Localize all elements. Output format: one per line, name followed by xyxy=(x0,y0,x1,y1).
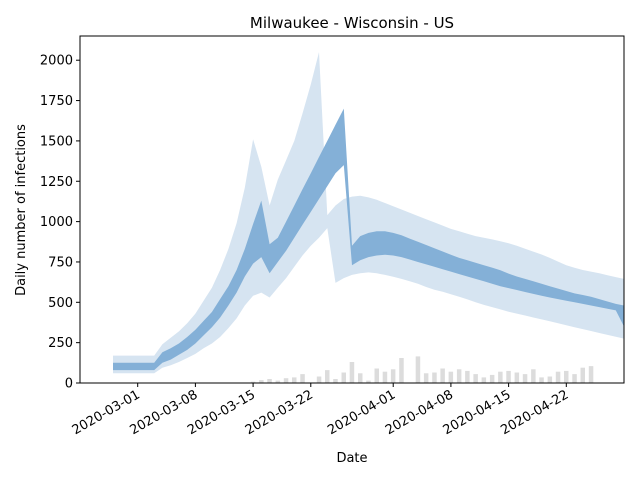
observed-bar xyxy=(382,371,388,383)
observed-bar xyxy=(374,368,379,383)
observed-bar xyxy=(325,370,330,383)
observed-bar xyxy=(547,376,553,383)
observed-bar xyxy=(564,370,569,383)
observed-bar xyxy=(514,372,520,383)
observed-bar xyxy=(341,372,346,383)
y-axis: 0 250 500 750 1000 1250 1500 1750 2000 xyxy=(40,54,80,392)
x-axis-title: Date xyxy=(336,451,367,466)
plot-frame xyxy=(79,35,625,384)
observed-bar xyxy=(423,373,429,383)
observed-bar xyxy=(358,373,363,383)
observed-bar xyxy=(250,381,256,383)
observed-bar xyxy=(448,371,454,383)
y-axis-title: Daily number of infections xyxy=(14,124,29,296)
y-tick-label: 1750 xyxy=(40,94,73,109)
observed-bar xyxy=(539,377,544,383)
y-tick-label: 250 xyxy=(48,336,73,351)
observed-bar xyxy=(473,374,478,383)
observed-bar xyxy=(531,369,536,383)
observed-bar xyxy=(366,380,371,383)
y-tick-label: 2000 xyxy=(40,54,73,69)
observed-bar xyxy=(489,374,495,383)
y-tick-label: 1250 xyxy=(40,175,73,190)
outer-confidence-band xyxy=(113,52,624,374)
x-axis: 2020-03-012020-03-082020-03-152020-03-22… xyxy=(70,383,571,438)
observed-bar xyxy=(456,369,462,383)
observed-bar xyxy=(316,376,322,383)
observed-bar xyxy=(259,380,264,383)
y-tick-label: 750 xyxy=(48,255,73,270)
observed-bar xyxy=(580,367,585,383)
observed-bar xyxy=(588,366,594,383)
y-tick-label: 1000 xyxy=(40,215,73,230)
observed-bar xyxy=(275,380,281,383)
observed-bar xyxy=(333,379,338,383)
observed-bar xyxy=(506,370,511,383)
observed-bars xyxy=(250,356,594,383)
observed-bar xyxy=(300,374,305,383)
observed-bar xyxy=(267,379,272,383)
inner-confidence-band xyxy=(113,108,624,371)
observed-bar xyxy=(555,371,561,383)
observed-bar xyxy=(432,372,437,383)
plot-area xyxy=(113,52,624,383)
observed-bar xyxy=(465,370,470,383)
observed-bar xyxy=(399,358,404,383)
observed-bar xyxy=(440,368,445,383)
observed-bar xyxy=(572,374,577,383)
y-tick-label: 0 xyxy=(65,377,73,392)
observed-bar xyxy=(481,377,487,383)
observed-bar xyxy=(390,369,396,383)
observed-bar xyxy=(522,374,528,383)
y-tick-label: 500 xyxy=(48,296,73,311)
observed-bar xyxy=(283,378,289,383)
observed-bar xyxy=(292,377,297,383)
chart-title: Milwaukee - Wisconsin - US xyxy=(250,14,454,32)
y-tick-label: 1500 xyxy=(40,134,73,149)
observed-bar xyxy=(349,362,355,383)
observed-bar xyxy=(415,356,421,383)
observed-bar xyxy=(498,371,503,383)
